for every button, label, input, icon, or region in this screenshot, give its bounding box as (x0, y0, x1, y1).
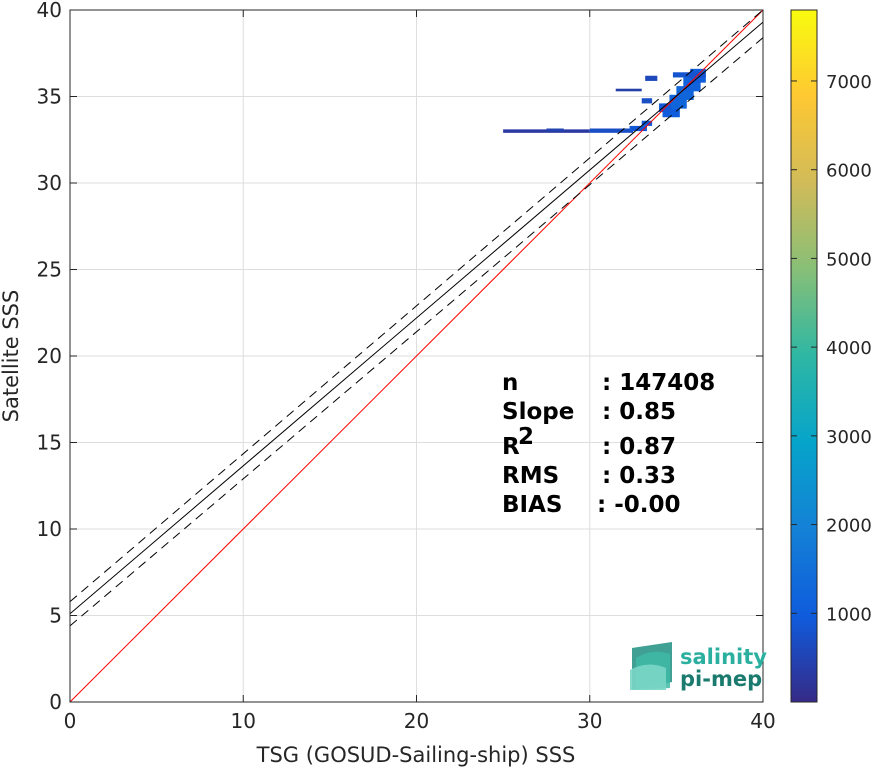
x-tick-label: 0 (64, 709, 77, 733)
colorbar-tick-label: 3000 (826, 427, 872, 448)
stat-label: RMS (502, 463, 559, 489)
colorbar-tick-label: 5000 (826, 249, 872, 270)
stats-box: n : 147408 Slope : 0.85 R2 : 0.87 RMS : 0.33 BIA… (502, 370, 715, 518)
colorbar-tick-label: 4000 (826, 338, 872, 359)
stat-value: : 0.87 (602, 434, 676, 460)
regression-lines (70, 10, 763, 702)
x-axis-title: TSG (GOSUD-Sailing-ship) SSS (256, 743, 576, 767)
density-cell (641, 98, 653, 104)
stat-value: : 0.33 (602, 463, 676, 489)
stat-label: n (502, 370, 518, 396)
logo-line1: salinity (680, 645, 767, 669)
colorbar-gradient (790, 9, 818, 703)
y-tick-label: 0 (49, 690, 62, 714)
colorbar-tick-label: 2000 (826, 516, 872, 537)
x-tick-label: 30 (577, 709, 602, 733)
density-cell (645, 75, 658, 81)
density-cell (589, 128, 634, 133)
stat-label: Slope (502, 399, 574, 425)
x-tick-label: 40 (750, 709, 775, 733)
colorbar: 1000 2000 3000 4000 5000 6000 7000 (790, 9, 872, 703)
y-tick-label: 30 (37, 171, 62, 195)
line-1-1 (70, 10, 763, 702)
y-tick-label: 20 (37, 344, 62, 368)
stat-value: : 147408 (602, 370, 715, 396)
density-cell (546, 128, 564, 132)
y-tick-label: 35 (37, 85, 62, 109)
colorbar-ticks: 1000 2000 3000 4000 5000 6000 7000 (791, 72, 872, 625)
logo-wave-icon (630, 642, 672, 690)
line-fit-rms (70, 37, 763, 627)
density-cell (641, 120, 653, 126)
line-fit (70, 21, 763, 615)
salinity-pi-mep-logo: salinity pi-mep (630, 642, 767, 691)
stat-label: R (502, 434, 520, 460)
y-tick-label: 5 (49, 604, 62, 628)
x-tick-label: 20 (404, 709, 429, 733)
colorbar-tick-label: 7000 (826, 72, 872, 93)
y-axis-title: Satellite SSS (0, 290, 23, 423)
y-tick-label: 40 (37, 0, 62, 22)
logo-line2: pi-mep (680, 667, 762, 691)
x-ticks: 0 10 20 30 40 (64, 10, 776, 733)
stat-label: BIAS (502, 492, 562, 518)
density-cell (672, 72, 706, 78)
y-ticks: 0 5 10 15 20 25 30 35 40 (37, 0, 763, 714)
line-fit-rms (70, 10, 763, 603)
stat-label-superscript: 2 (518, 424, 534, 450)
colorbar-tick-label: 6000 (826, 161, 872, 182)
density-cell (615, 88, 642, 92)
stat-value: : 0.85 (602, 399, 676, 425)
colorbar-tick-label: 1000 (826, 604, 872, 625)
stat-value: : -0.00 (597, 492, 681, 518)
y-tick-label: 15 (37, 431, 62, 455)
y-tick-label: 10 (37, 517, 62, 541)
x-tick-label: 10 (231, 709, 256, 733)
y-tick-label: 25 (37, 258, 62, 282)
